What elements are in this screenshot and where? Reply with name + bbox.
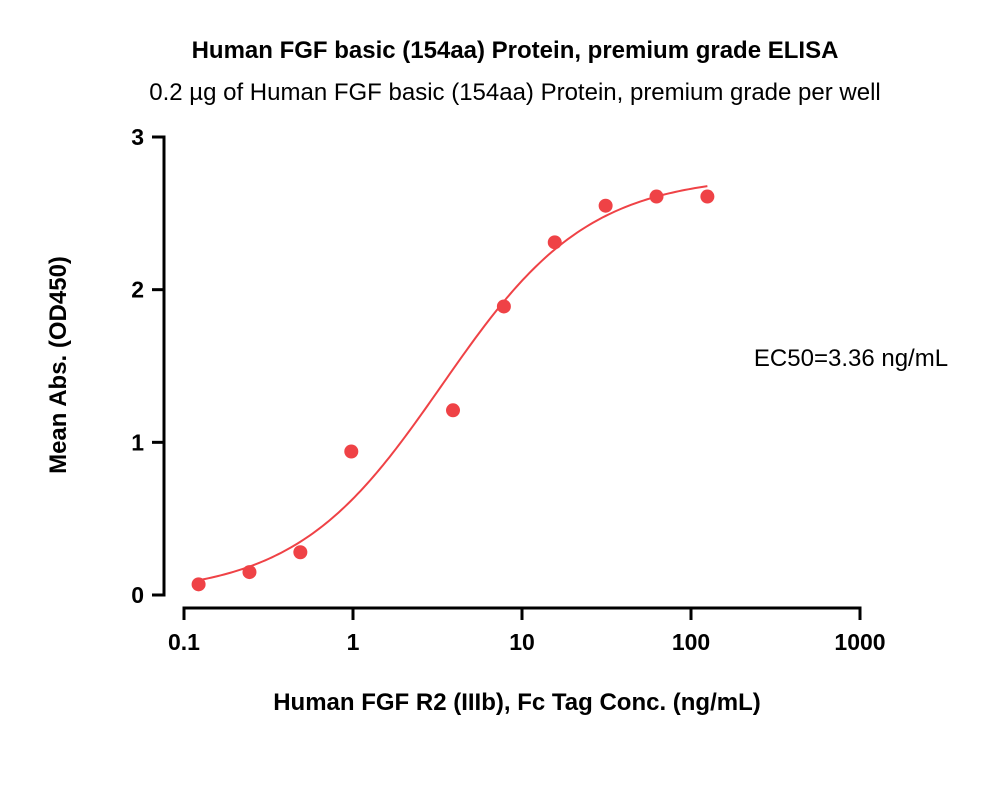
x-axis-label: Human FGF R2 (IIIb), Fc Tag Conc. (ng/mL… xyxy=(273,689,761,716)
y-tick-label: 0 xyxy=(131,582,144,608)
chart-title: Human FGF basic (154aa) Protein, premium… xyxy=(192,37,839,64)
y-tick-label: 1 xyxy=(131,429,144,455)
x-tick-label: 10 xyxy=(509,629,535,655)
chart-subtitle: 0.2 µg of Human FGF basic (154aa) Protei… xyxy=(149,79,880,106)
x-tick-label: 1 xyxy=(347,629,360,655)
data-point xyxy=(496,299,511,314)
x-tick-label: 0.1 xyxy=(168,629,200,655)
y-axis-label: Mean Abs. (OD450) xyxy=(45,256,72,474)
data-point xyxy=(242,565,257,580)
axes: 0 1 2 3 0.1 1 10 100 1000 xyxy=(131,124,885,655)
y-tick-label: 2 xyxy=(131,277,144,303)
x-tick-label: 100 xyxy=(672,629,710,655)
data-point xyxy=(649,189,664,204)
data-point xyxy=(598,198,613,213)
data-point xyxy=(700,189,715,204)
y-tick-label: 3 xyxy=(131,124,144,150)
data-point xyxy=(293,545,308,560)
data-point xyxy=(344,444,359,459)
data-point xyxy=(191,577,206,592)
fit-curve-layer xyxy=(198,185,708,582)
data-points-layer xyxy=(191,189,715,592)
fit-curve xyxy=(198,185,708,582)
data-point xyxy=(446,403,461,418)
x-tick-label: 1000 xyxy=(834,629,885,655)
ec50-annotation: EC50=3.36 ng/mL xyxy=(754,345,948,372)
data-point xyxy=(547,235,562,250)
